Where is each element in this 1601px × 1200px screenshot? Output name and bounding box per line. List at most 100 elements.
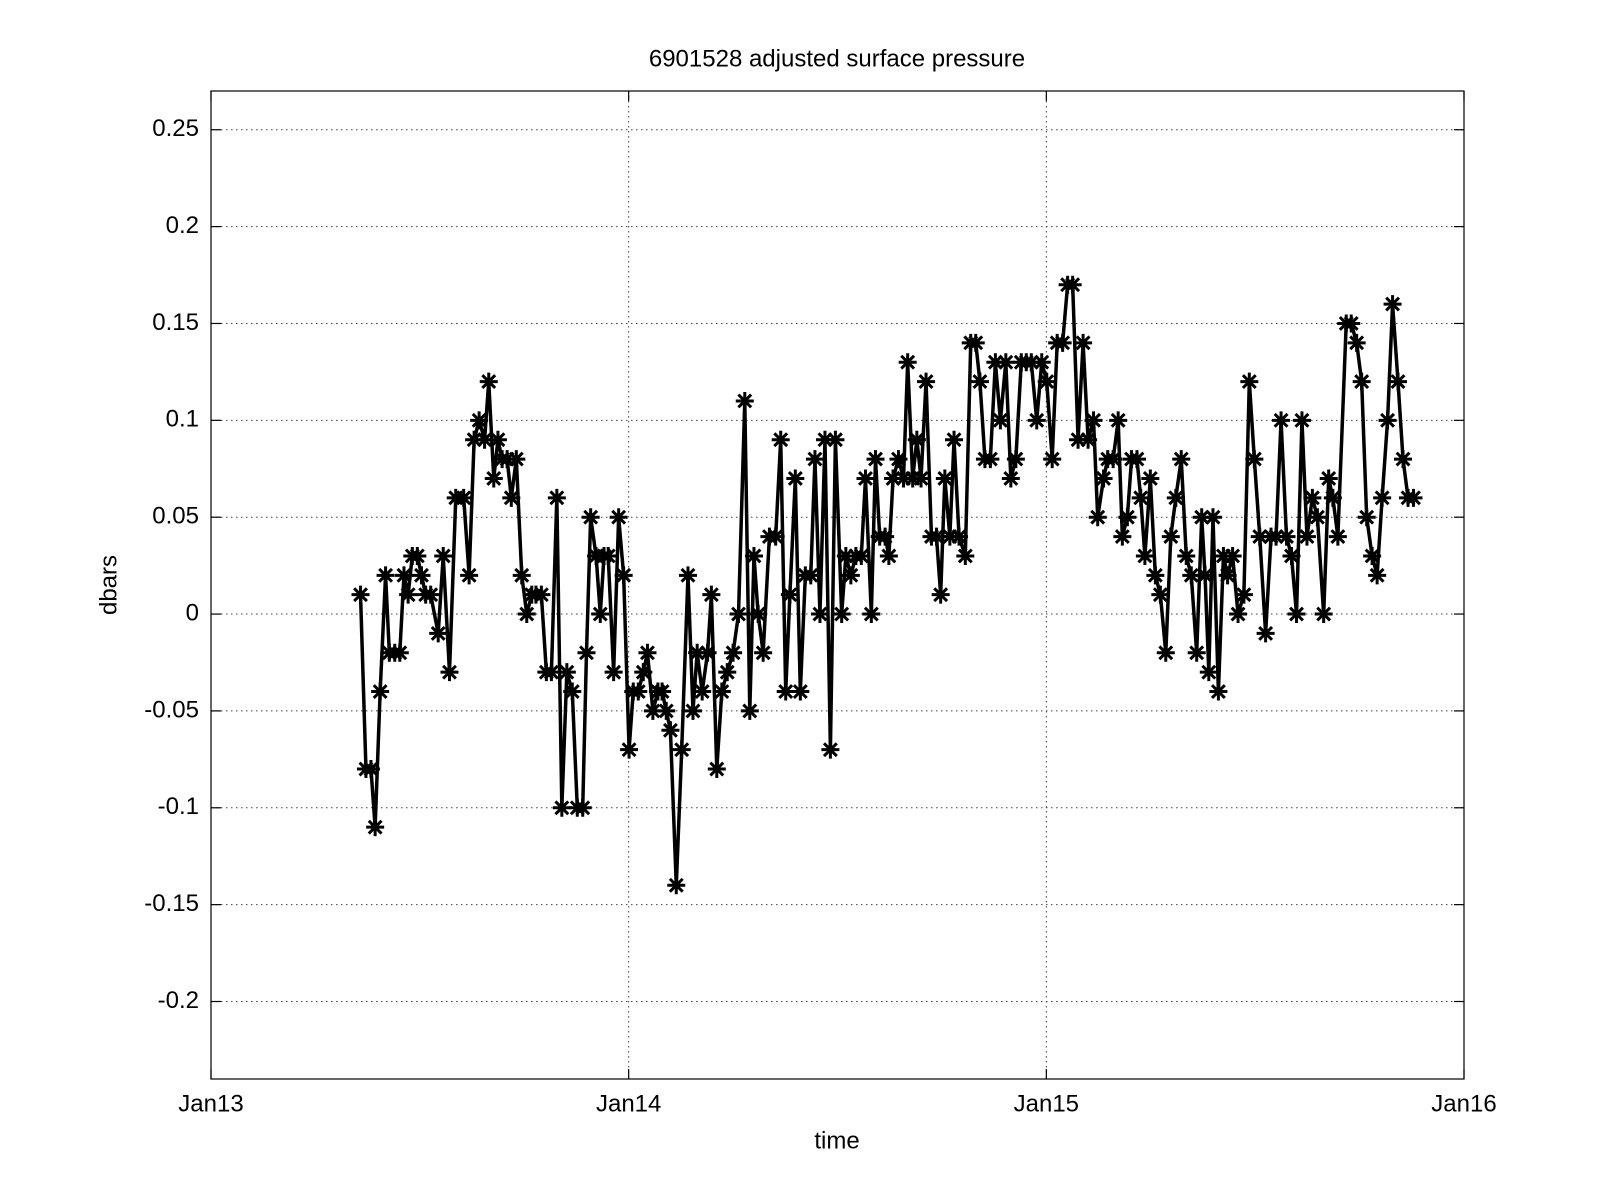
data-marker <box>1394 450 1413 469</box>
data-marker <box>1166 488 1185 507</box>
data-marker <box>1245 450 1264 469</box>
data-marker <box>832 605 851 624</box>
data-marker <box>702 585 721 604</box>
data-marker <box>657 701 676 720</box>
data-marker <box>1203 508 1222 527</box>
data-marker <box>688 643 707 662</box>
data-marker <box>1357 508 1376 527</box>
data-marker <box>361 760 380 779</box>
data-marker <box>429 624 448 643</box>
plot-frame <box>210 90 1465 1080</box>
data-marker <box>557 663 576 682</box>
data-marker <box>563 682 582 701</box>
data-marker <box>1214 546 1233 565</box>
data-marker <box>542 663 561 682</box>
data-marker <box>1053 333 1072 352</box>
data-marker <box>517 605 536 624</box>
data-marker <box>1199 663 1218 682</box>
data-marker <box>1141 469 1160 488</box>
data-marker <box>1404 488 1423 507</box>
data-marker <box>917 372 936 391</box>
data-marker <box>1267 527 1286 546</box>
data-marker <box>609 508 628 527</box>
data-marker <box>1037 372 1056 391</box>
data-marker <box>1135 546 1154 565</box>
data-marker <box>894 469 913 488</box>
data-marker <box>771 430 790 449</box>
data-marker <box>1342 314 1361 333</box>
data-marker <box>1074 333 1093 352</box>
data-marker <box>912 469 931 488</box>
data-marker <box>1218 566 1237 585</box>
data-marker <box>1022 353 1041 372</box>
data-marker <box>512 566 531 585</box>
data-marker <box>1368 566 1387 585</box>
data-marker <box>1063 275 1082 294</box>
data-marker <box>1328 527 1347 546</box>
data-marker <box>1209 682 1228 701</box>
data-marker <box>1069 430 1088 449</box>
data-marker <box>1234 585 1253 604</box>
data-marker <box>371 682 390 701</box>
y-tick-label: 0.15 <box>152 309 199 336</box>
data-marker <box>1192 508 1211 527</box>
data-marker <box>966 333 985 352</box>
data-marker <box>981 450 1000 469</box>
data-marker <box>408 546 427 565</box>
data-marker <box>821 740 840 759</box>
data-marker <box>672 740 691 759</box>
data-marker <box>1151 585 1170 604</box>
data-marker <box>1323 488 1342 507</box>
data-marker <box>1177 546 1196 565</box>
y-tick-label: -0.15 <box>144 890 199 917</box>
data-marker <box>856 469 875 488</box>
y-tick-label: -0.2 <box>158 987 199 1014</box>
data-marker <box>351 585 370 604</box>
data-marker <box>498 450 517 469</box>
data-marker <box>724 643 743 662</box>
data-marker <box>1084 411 1103 430</box>
data-marker <box>620 740 639 759</box>
y-tick-label: 0.1 <box>166 406 199 433</box>
data-marker <box>1287 605 1306 624</box>
data-marker <box>852 546 871 565</box>
y-tick-label: -0.05 <box>144 696 199 723</box>
y-tick-label: 0.05 <box>152 503 199 530</box>
data-marker <box>931 585 950 604</box>
data-marker <box>935 469 954 488</box>
data-marker <box>1161 527 1180 546</box>
data-marker <box>1196 566 1215 585</box>
data-marker <box>591 605 610 624</box>
y-tick-label: 0.2 <box>166 212 199 239</box>
data-marker <box>749 605 768 624</box>
data-marker <box>889 450 908 469</box>
data-marker <box>1272 411 1291 430</box>
data-marker <box>950 527 969 546</box>
data-marker <box>791 682 810 701</box>
data-marker <box>507 450 526 469</box>
data-marker <box>460 566 479 585</box>
data-marker <box>1127 450 1146 469</box>
data-marker <box>945 430 964 449</box>
data-marker <box>604 663 623 682</box>
data-marker <box>879 546 898 565</box>
data-marker <box>629 682 648 701</box>
data-marker <box>735 391 754 410</box>
data-marker <box>634 663 653 682</box>
data-marker <box>1347 333 1366 352</box>
data-marker <box>643 701 662 720</box>
data-marker <box>638 643 657 662</box>
data-marker <box>1314 605 1333 624</box>
chart-title: 6901528 adjusted surface pressure <box>649 45 1025 72</box>
data-marker <box>815 430 834 449</box>
data-marker <box>1292 411 1311 430</box>
data-marker <box>488 430 507 449</box>
data-marker <box>1118 508 1137 527</box>
data-marker <box>1156 643 1175 662</box>
data-marker <box>1113 527 1132 546</box>
data-marker <box>614 566 633 585</box>
data-marker <box>661 721 680 740</box>
data-marker <box>1109 411 1128 430</box>
y-tick-label: 0 <box>186 599 199 626</box>
